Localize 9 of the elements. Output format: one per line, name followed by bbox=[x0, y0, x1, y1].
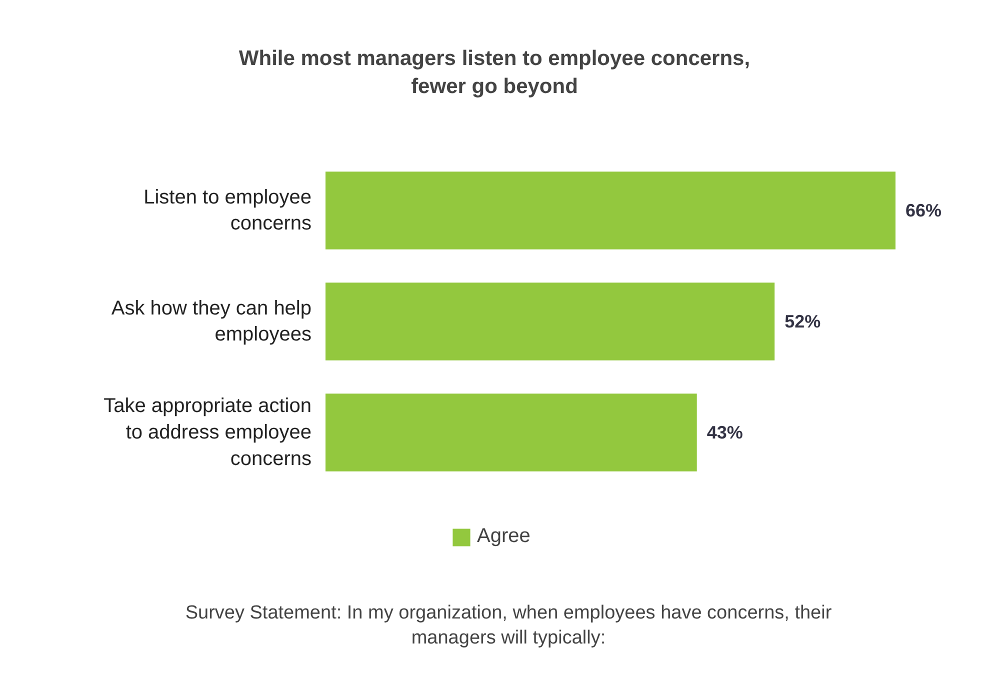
legend-label: Agree bbox=[477, 525, 530, 548]
y-tick-label: Take appropriate action to address employee concerns bbox=[104, 395, 312, 470]
text: Survey Statement: In my organization, when employees have concerns, their managers will typically: bbox=[185, 602, 832, 649]
data-label: 43% bbox=[706, 422, 743, 442]
data-label: 52% bbox=[784, 312, 821, 332]
y-tick-label: Listen to employee concerns bbox=[144, 186, 312, 235]
chart-title: While most managers listen to employee concerns, fewer go beyond bbox=[238, 47, 750, 98]
y-tick-label: Ask how they can help employees bbox=[111, 297, 312, 346]
data-label: 66% bbox=[906, 200, 942, 220]
